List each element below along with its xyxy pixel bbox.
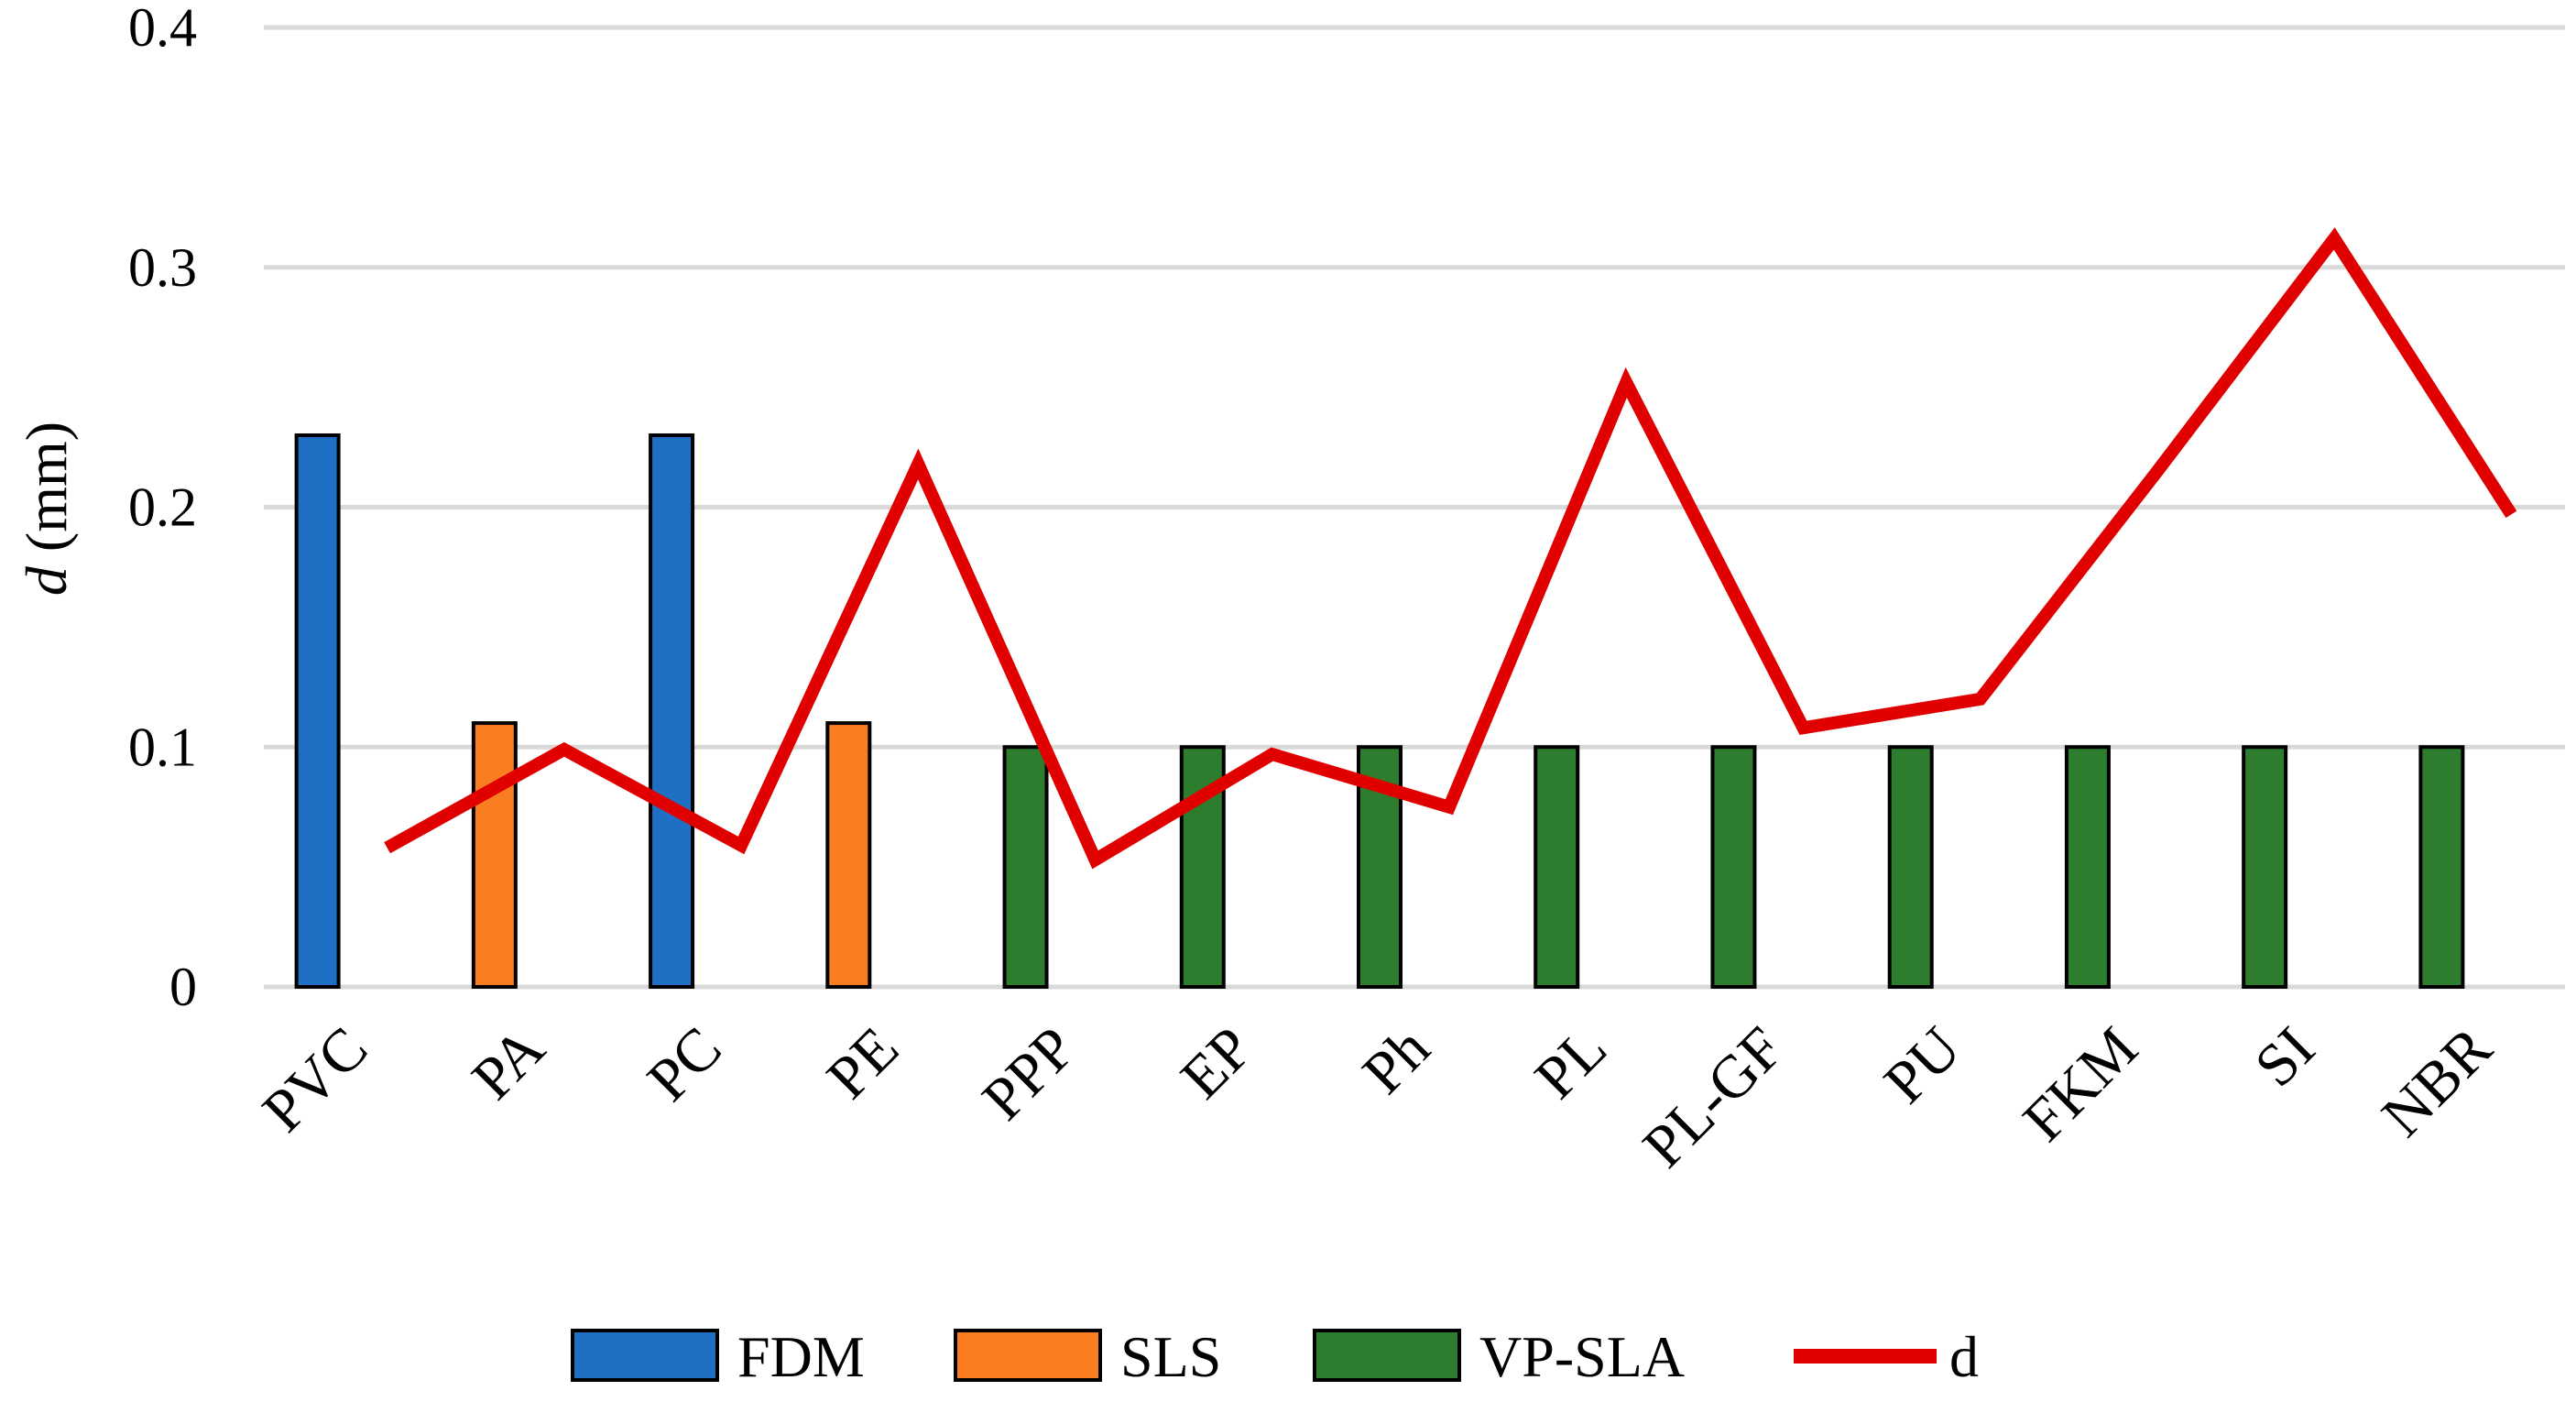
legend-label-sls: SLS [1120,1324,1221,1389]
bar-pl-vp-sla [1534,745,1580,989]
bars [294,433,2465,990]
x-tick-label-ep: EP [1168,1014,1265,1112]
line-series [384,227,2517,870]
x-tick-label-nbr: NBR [2369,1014,2505,1150]
bar-pc-fdm [649,433,695,990]
legend-label-vp-sla: VP-SLA [1479,1324,1685,1389]
x-tick-label-pl: PL [1523,1014,1620,1112]
line-d [384,227,2517,870]
x-tick-label-pu: PU [1872,1014,1973,1116]
legend: FDM SLS VP-SLA d [571,1324,1979,1389]
y-axis-label: d (mm) [14,422,79,596]
x-tick-label-fkm: FKM [2011,1014,2151,1155]
bar-ppp-vp-sla [1002,745,1049,989]
x-tick-label-pvc: PVC [250,1014,380,1145]
gridlines [264,25,2565,990]
bar-fkm-vp-sla [2064,745,2111,989]
x-tick-label-pa: PA [459,1014,557,1112]
bar-pe-sls [825,721,872,989]
bar-pa-sls [471,721,518,989]
x-tick-label-pl-gf: PL-GF [1631,1014,1796,1180]
bar-si-vp-sla [2242,745,2288,989]
y-axis-label-symbol: d [14,565,79,596]
y-tick-label: 0.4 [128,0,197,58]
legend-swatch-vp-sla [1313,1329,1461,1382]
bar-pu-vp-sla [1887,745,1934,989]
x-axis-labels: PVC PA PC PE PPP EP Ph PL PL-GF PU FKM SI NBR [250,1014,2505,1181]
bar-pl-gf-vp-sla [1710,745,1757,989]
bar-nbr-vp-sla [2418,745,2465,989]
y-tick-label: 0.1 [128,717,197,777]
y-axis-ticks: 0 0.1 0.2 0.3 0.4 [128,0,197,1017]
legend-label-fdm: FDM [737,1324,865,1389]
x-tick-label-ph: Ph [1350,1014,1443,1107]
x-tick-label-si: SI [2243,1014,2328,1100]
x-tick-label-pc: PC [635,1014,735,1114]
y-axis-label-unit: (mm) [14,422,79,566]
legend-label-d: d [1949,1324,1979,1389]
legend-swatch-sls [954,1329,1102,1382]
x-tick-label-ppp: PPP [970,1014,1088,1133]
legend-swatch-fdm [571,1329,719,1382]
bar-pvc-fdm [294,433,341,990]
y-tick-label: 0.2 [128,477,197,538]
y-tick-label: 0 [169,957,197,1017]
x-tick-label-pe: PE [814,1014,911,1112]
y-tick-label: 0.3 [128,237,197,298]
